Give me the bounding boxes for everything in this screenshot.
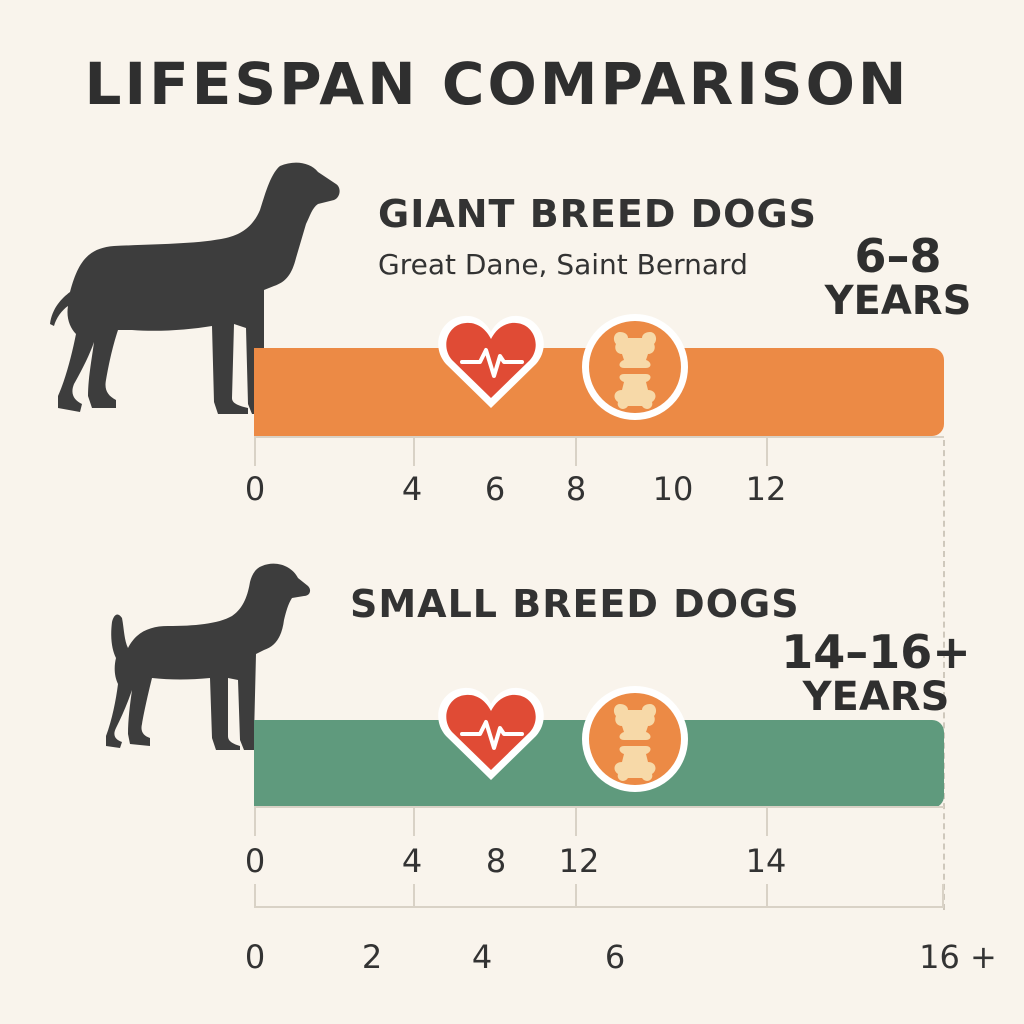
giant-breed-examples: Great Dane, Saint Bernard (378, 248, 748, 281)
giant-breed-heading: GIANT BREED DOGS (378, 192, 818, 236)
small-tick-label: 4 (401, 842, 423, 880)
small-tick-label: 0 (244, 842, 266, 880)
bottom-tick-label: 16 + (919, 938, 997, 976)
giant-axis-tick (413, 436, 415, 466)
great-dane-silhouette-icon (48, 158, 348, 418)
giant-tick-label: 8 (565, 470, 587, 508)
giant-tick-label: 0 (244, 470, 266, 508)
giant-axis-tick (254, 436, 256, 466)
small-lifespan-unit: YEARS (802, 674, 950, 721)
joint-bone-icon (580, 684, 690, 798)
small-dog-silhouette-icon (104, 560, 314, 750)
bottom-axis-tick (942, 884, 944, 908)
bottom-tick-label: 0 (244, 938, 266, 976)
small-breed-heading: SMALL BREED DOGS (350, 582, 800, 626)
small-tick-label: 14 (745, 842, 787, 880)
small-tick-label: 8 (485, 842, 507, 880)
bottom-axis-tick (254, 884, 256, 908)
giant-lifespan-range: 6–8 (854, 229, 942, 283)
giant-tick-label: 4 (401, 470, 423, 508)
small-axis-tick (575, 806, 577, 836)
bottom-tick-label: 2 (361, 938, 383, 976)
giant-lifespan-label: 6–8 YEARS (818, 229, 978, 325)
page-title: LIFESPAN COMPARISON (84, 50, 910, 118)
bottom-axis-tick (413, 884, 415, 908)
giant-tick-label: 10 (652, 470, 694, 508)
small-lifespan-range: 14–16+ (781, 625, 971, 679)
small-axis-tick (254, 806, 256, 836)
bottom-tick-label: 6 (604, 938, 626, 976)
range-end-guide-line (943, 440, 945, 910)
giant-tick-label: 6 (484, 470, 506, 508)
small-axis-tick (413, 806, 415, 836)
small-axis-tick (766, 806, 768, 836)
bottom-axis-tick (766, 884, 768, 908)
giant-lifespan-unit: YEARS (824, 278, 972, 325)
heart-pulse-icon (436, 684, 546, 788)
small-lifespan-label: 14–16+ YEARS (776, 625, 976, 721)
heart-pulse-icon (436, 312, 546, 416)
bottom-axis-tick (575, 884, 577, 908)
bottom-axis-line (254, 906, 944, 908)
giant-tick-label: 12 (745, 470, 787, 508)
giant-axis-line (254, 436, 944, 438)
bottom-tick-label: 4 (471, 938, 493, 976)
small-tick-label: 12 (558, 842, 600, 880)
small-axis-line (254, 806, 944, 808)
joint-bone-icon (580, 312, 690, 426)
giant-axis-tick (575, 436, 577, 466)
giant-axis-tick (766, 436, 768, 466)
